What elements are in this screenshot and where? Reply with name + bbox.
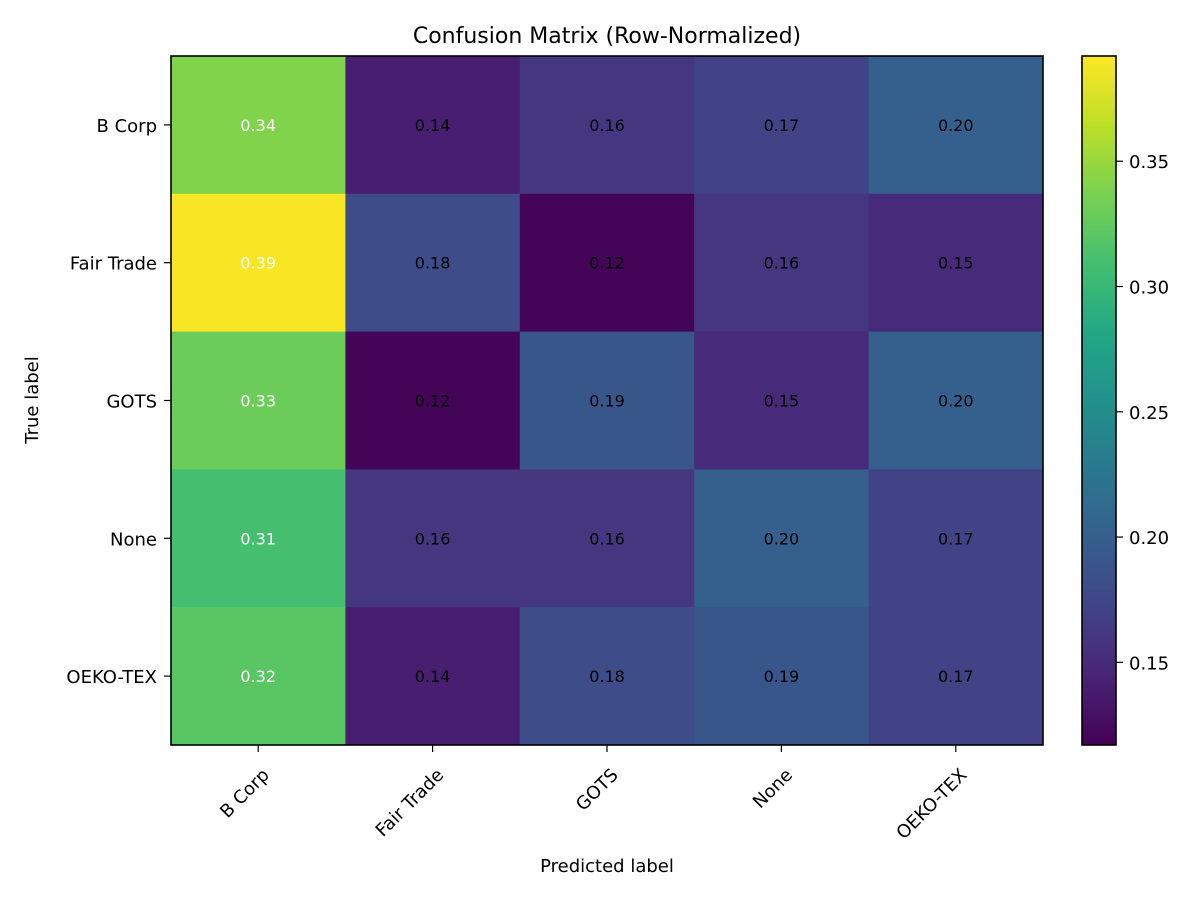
x-tick-label: B Corp xyxy=(216,765,274,823)
heatmap-cell xyxy=(868,607,1044,746)
cell-value-label: 0.20 xyxy=(764,529,800,548)
cell-value-label: 0.19 xyxy=(589,392,625,411)
heatmap-cell xyxy=(345,193,521,333)
cell-value-label: 0.17 xyxy=(764,116,800,135)
cell-value-label: 0.15 xyxy=(938,254,974,273)
cell-value-label: 0.19 xyxy=(764,667,800,686)
y-tick-label: OEKO-TEX xyxy=(66,667,157,688)
colorbar-tick-label: 0.20 xyxy=(1129,528,1169,549)
heatmap-cell xyxy=(171,193,346,333)
colorbar-tick-label: 0.15 xyxy=(1129,653,1169,674)
heatmap-cell xyxy=(694,331,870,470)
cell-value-label: 0.17 xyxy=(938,529,974,548)
heatmap-cell xyxy=(519,607,695,746)
heatmap-cell xyxy=(345,331,521,470)
y-tick-label: None xyxy=(110,529,157,550)
colorbar-tick-label: 0.30 xyxy=(1129,278,1169,299)
heatmap-cell xyxy=(694,56,870,195)
heatmap-cell xyxy=(345,607,521,746)
x-axis-ticks: B Corp Fair Trade GOTS None OEKO-TEX xyxy=(216,745,971,844)
y-tick-label: Fair Trade xyxy=(70,254,157,275)
heatmap-cell-labels: 0.34 0.14 0.16 0.17 0.20 0.39 0.18 0.12 0.16 0.15… xyxy=(240,116,973,686)
heatmap-cell xyxy=(868,469,1044,608)
colorbar-frame xyxy=(1081,55,1117,746)
heatmap-cell xyxy=(519,331,695,470)
y-axis-ticks: B Corp Fair Trade GOTS None OEKO-TEX xyxy=(66,116,171,688)
heatmap-cell xyxy=(345,469,521,608)
x-axis-label: Predicted label xyxy=(540,856,674,877)
heatmap-cell xyxy=(694,607,870,746)
cell-value-label: 0.16 xyxy=(589,529,625,548)
heatmap-cell xyxy=(171,331,346,470)
cell-value-label: 0.14 xyxy=(415,116,451,135)
chart-title: Confusion Matrix (Row-Normalized) xyxy=(413,24,801,49)
y-axis-label: True label xyxy=(22,356,43,445)
colorbar-tick-label: 0.25 xyxy=(1129,403,1169,424)
cell-value-label: 0.18 xyxy=(415,254,451,273)
cell-value-label: 0.31 xyxy=(240,529,276,548)
cell-value-label: 0.12 xyxy=(589,254,625,273)
x-tick-label: GOTS xyxy=(572,765,623,816)
x-tick-label: Fair Trade xyxy=(372,765,448,841)
cell-value-label: 0.33 xyxy=(240,392,276,411)
heatmap-cell xyxy=(519,469,695,608)
heatmap-cell xyxy=(171,607,346,746)
x-tick-label: None xyxy=(749,765,797,813)
cell-value-label: 0.20 xyxy=(938,116,974,135)
colorbar xyxy=(1082,56,1116,745)
cell-value-label: 0.12 xyxy=(415,392,451,411)
heatmap-cell xyxy=(694,469,870,608)
heatmap-cell xyxy=(868,193,1044,333)
cell-value-label: 0.34 xyxy=(240,116,276,135)
colorbar-ticks: 0.15 0.20 0.25 0.30 0.35 xyxy=(1116,152,1169,674)
cell-value-label: 0.15 xyxy=(764,392,800,411)
cell-value-label: 0.16 xyxy=(764,254,800,273)
heatmap-cell xyxy=(868,56,1044,195)
heatmap-cell xyxy=(519,193,695,333)
x-tick-label: OEKO-TEX xyxy=(892,765,971,844)
cell-value-label: 0.16 xyxy=(589,116,625,135)
cell-value-label: 0.17 xyxy=(938,667,974,686)
colorbar-tick-label: 0.35 xyxy=(1129,152,1169,173)
cell-value-label: 0.32 xyxy=(240,667,276,686)
cell-value-label: 0.16 xyxy=(415,529,451,548)
heatmap-cell xyxy=(345,56,521,195)
cell-value-label: 0.20 xyxy=(938,392,974,411)
cell-value-label: 0.18 xyxy=(589,667,625,686)
heatmap-cell xyxy=(519,56,695,195)
heatmap-cells xyxy=(171,56,1044,746)
heatmap-cell xyxy=(171,56,346,195)
heatmap-cell xyxy=(171,469,346,608)
y-tick-label: B Corp xyxy=(97,116,157,137)
heatmap-cell xyxy=(694,193,870,333)
y-tick-label: GOTS xyxy=(106,392,157,413)
cell-value-label: 0.14 xyxy=(415,667,451,686)
heatmap-cell xyxy=(868,331,1044,470)
cell-value-label: 0.39 xyxy=(240,254,276,273)
